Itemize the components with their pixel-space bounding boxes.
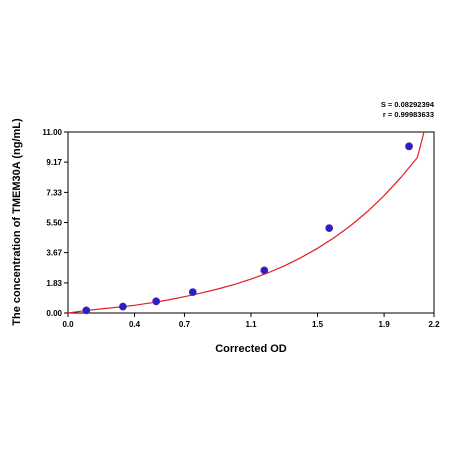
y-tick-label: 0.00 xyxy=(46,309,62,318)
data-point xyxy=(82,306,91,315)
x-tick-label: 1.5 xyxy=(312,320,324,329)
y-tick-label: 7.33 xyxy=(46,188,62,197)
y-tick-label: 1.83 xyxy=(46,279,62,288)
data-point xyxy=(325,224,334,232)
fit-statistics: S = 0.08292394 r = 0.99983633 xyxy=(381,100,434,120)
r-statistic: r = 0.99983633 xyxy=(382,110,434,119)
data-point xyxy=(405,142,413,151)
data-point xyxy=(152,297,161,306)
x-tick-label: 0.4 xyxy=(129,320,141,329)
fit-curve xyxy=(67,131,425,314)
y-tick-label: 9.17 xyxy=(46,158,62,167)
y-tick-label: 3.67 xyxy=(46,249,62,258)
y-axis-ticks: 0.00 1.83 3.67 5.50 7.33 9.17 11.00 xyxy=(42,128,68,318)
x-tick-label: 0.7 xyxy=(179,320,191,329)
data-point xyxy=(119,302,127,311)
x-axis-ticks: 0.0 0.4 0.7 1.1 1.5 1.9 2.2 xyxy=(62,313,440,329)
s-statistic: S = 0.08292394 xyxy=(380,100,434,109)
x-tick-label: 0.0 xyxy=(62,320,74,329)
y-axis-label: The concentration of TMEM30A (ng/mL) xyxy=(11,118,23,326)
data-point xyxy=(188,288,197,297)
x-tick-label: 1.1 xyxy=(245,320,257,329)
data-point xyxy=(260,266,269,275)
plot-frame xyxy=(67,131,435,314)
data-points xyxy=(82,142,413,315)
y-tick-label: 5.50 xyxy=(46,219,62,228)
x-tick-label: 2.2 xyxy=(428,320,440,329)
y-tick-label: 11.00 xyxy=(42,128,62,137)
x-tick-label: 1.9 xyxy=(379,320,391,329)
x-axis-label: Corrected OD xyxy=(215,343,287,355)
